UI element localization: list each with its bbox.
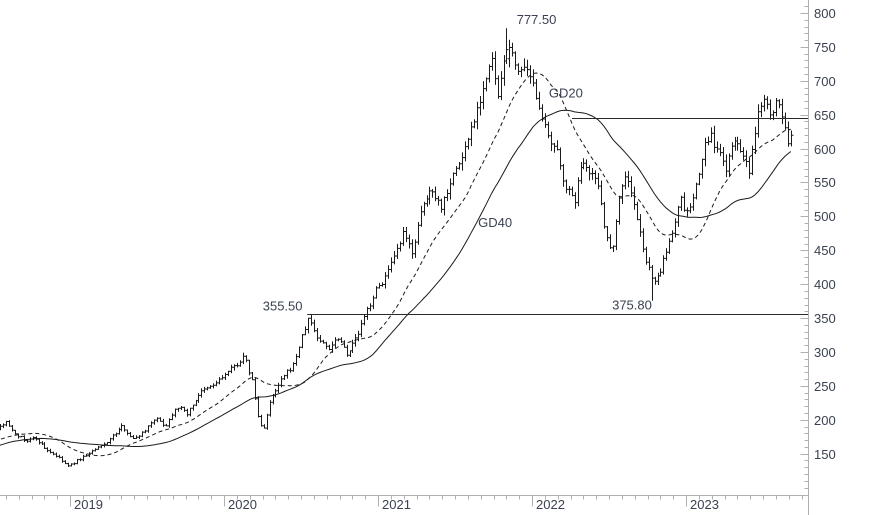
chart-annotations: 777.50 375.80 355.50 GD20 GD40 [263,12,652,313]
year-tick-label: 2022 [536,497,565,512]
price-axis-minor-ticks [804,6,809,489]
time-axis-ticks [6,495,803,507]
gd40-moving-average-line [0,109,792,447]
support-price-label: 355.50 [263,298,303,313]
price-tick-label: 650 [814,108,836,123]
price-tick-label: 450 [814,243,836,258]
price-tick-label: 300 [814,345,836,360]
price-tick-label: 500 [814,209,836,224]
price-axis[interactable]: 150 200 250 300 350 400 450 500 550 600 650 700 750 8… [800,0,836,515]
year-tick-label: 2019 [74,497,103,512]
ohlc-bars [0,28,794,467]
time-axis[interactable]: 2019 2020 2021 2022 2023 [0,495,809,513]
price-tick-label: 800 [814,6,836,21]
price-tick-label: 600 [814,142,836,157]
price-tick-label: 250 [814,379,836,394]
year-tick-label: 2021 [382,497,411,512]
chart-plot-area[interactable] [0,28,808,467]
year-tick-label: 2020 [228,497,257,512]
price-tick-label: 200 [814,413,836,428]
price-tick-label: 700 [814,74,836,89]
price-tick-label: 350 [814,311,836,326]
year-tick-label: 2023 [690,497,719,512]
trough-price-label: 375.80 [612,297,652,312]
price-tick-label: 750 [814,40,836,55]
peak-price-label: 777.50 [517,12,557,27]
price-tick-label: 400 [814,277,836,292]
gd20-label: GD20 [549,86,583,101]
price-axis-major-ticks [800,13,809,455]
price-tick-label: 150 [814,447,836,462]
gd40-label: GD40 [478,215,512,230]
gd20-moving-average-line [0,72,791,457]
price-tick-label: 550 [814,175,836,190]
